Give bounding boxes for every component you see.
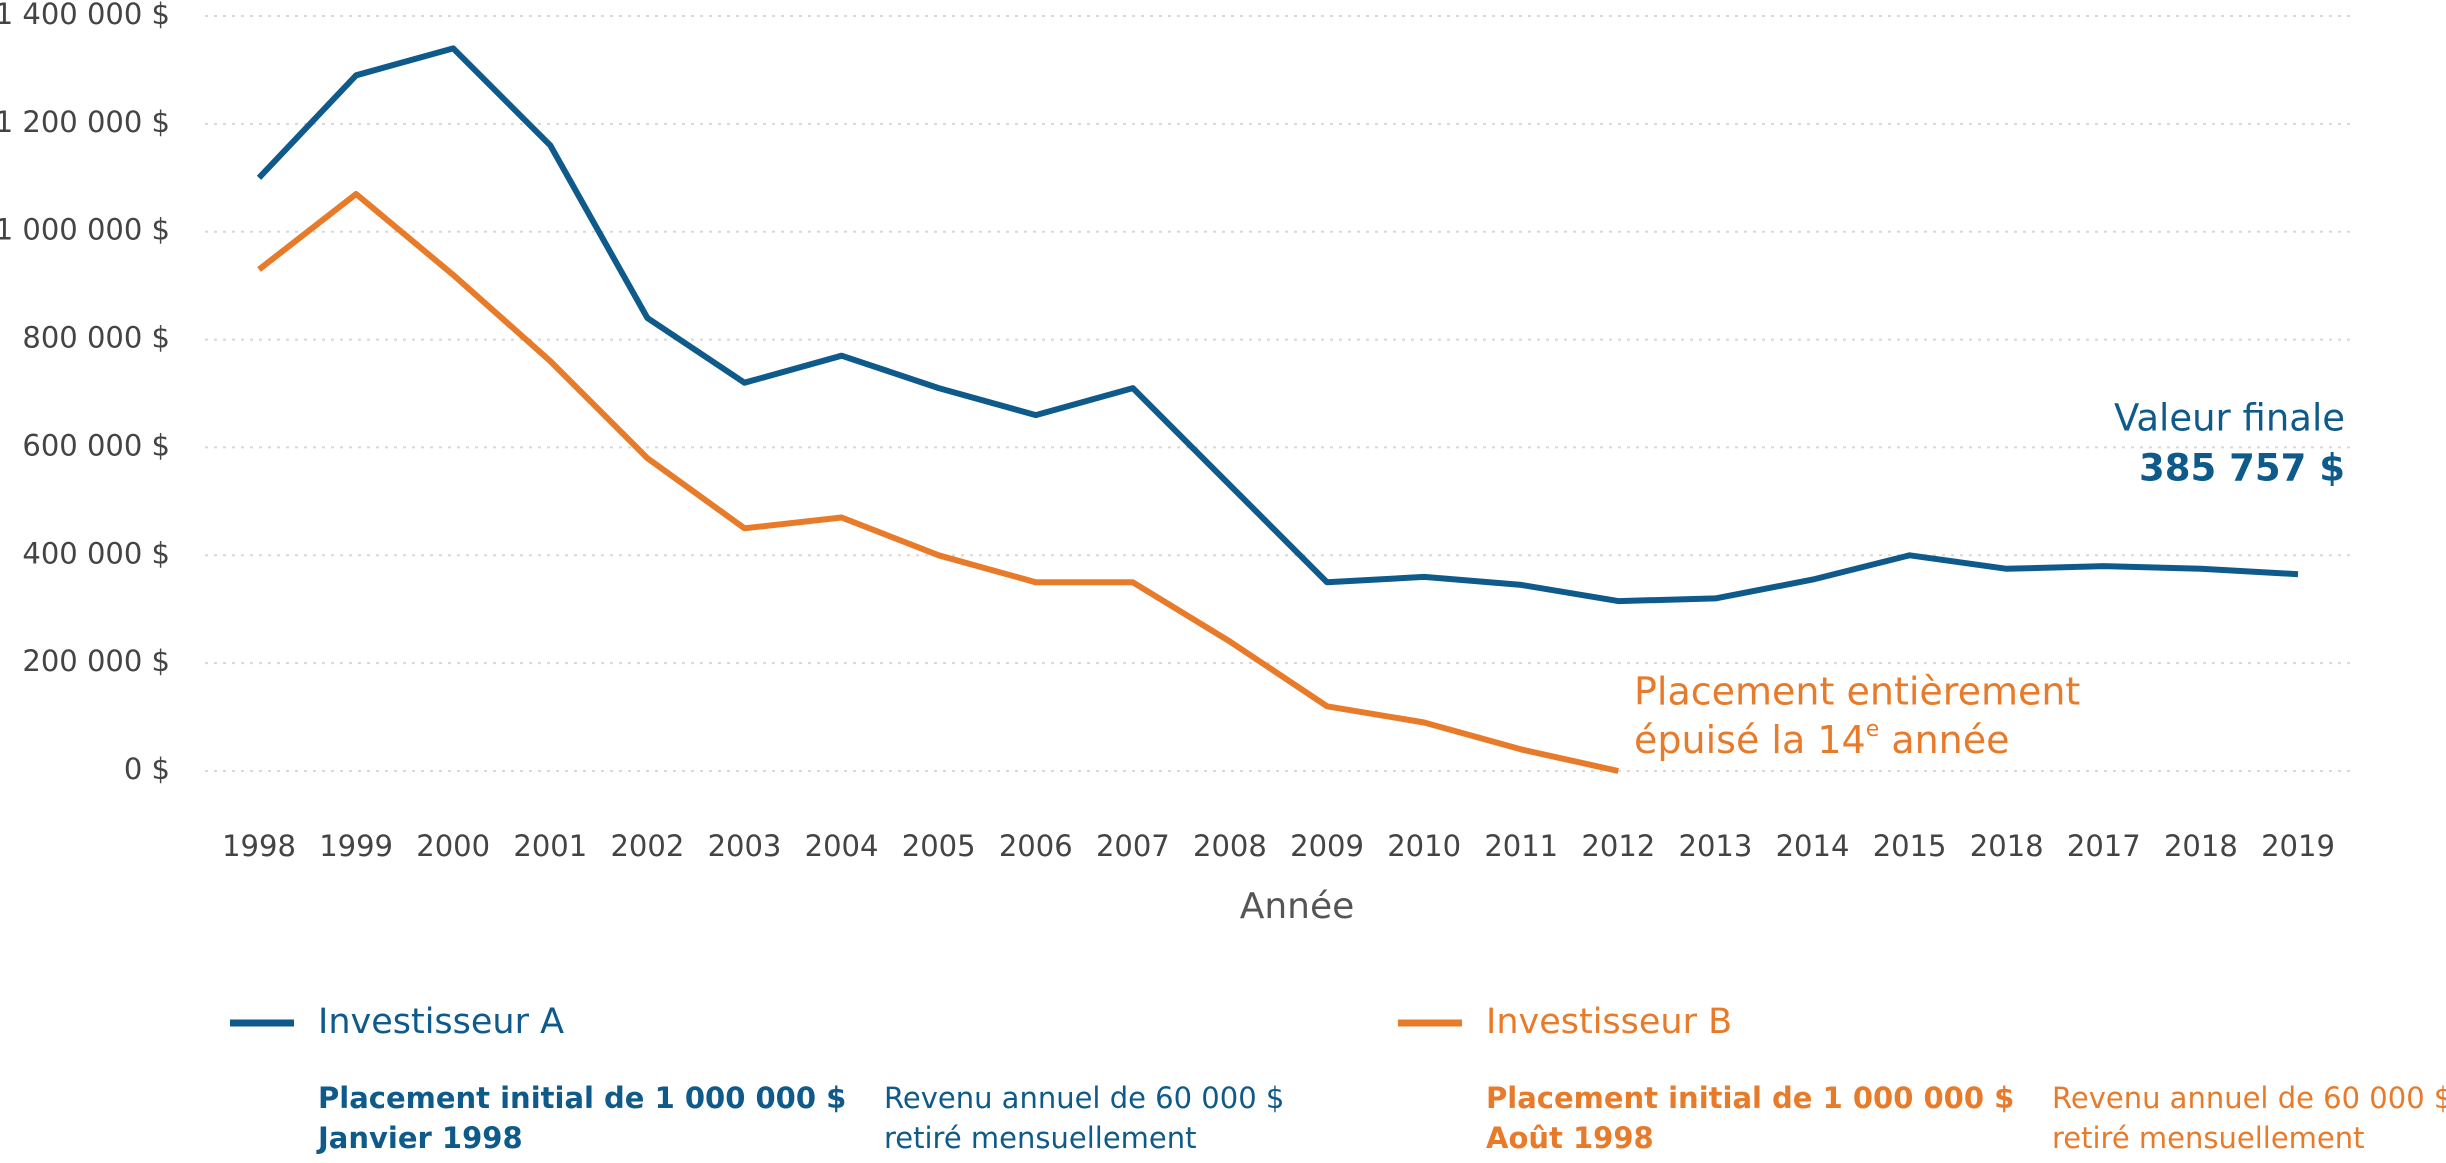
legend-detail: Janvier 1998 [316, 1121, 523, 1155]
x-tick-label: 2004 [805, 829, 879, 863]
x-tick-label: 2006 [999, 829, 1073, 863]
x-tick-label: 2002 [610, 829, 684, 863]
legend-detail: Revenu annuel de 60 000 $ [884, 1081, 1284, 1115]
y-tick-label: 200 000 $ [22, 644, 170, 678]
x-tick-label: 2005 [902, 829, 976, 863]
series-line [256, 45, 2299, 605]
x-tick-label: 2009 [1290, 829, 1364, 863]
y-tick-label: 400 000 $ [22, 536, 170, 570]
legend-detail: Placement initial de 1 000 000 $ [318, 1081, 846, 1115]
annotation: Placement entièrement [1634, 670, 2080, 714]
x-tick-label: 2000 [416, 829, 490, 863]
x-tick-label: 2019 [2261, 829, 2335, 863]
x-tick-label: 2012 [1581, 829, 1655, 863]
legend-label: Investisseur A [318, 1002, 564, 1042]
x-tick-label: 2007 [1096, 829, 1170, 863]
x-tick-label: 2001 [513, 829, 587, 863]
legend-detail: Août 1998 [1486, 1121, 1654, 1155]
annotation-part: année [1879, 718, 2009, 762]
x-axis-label: Année [1240, 886, 1355, 927]
y-tick-label: 800 000 $ [22, 321, 170, 355]
y-tick-label: 600 000 $ [22, 428, 170, 462]
y-tick-label: 0 $ [124, 752, 170, 786]
y-tick-label: 1 400 000 $ [0, 0, 170, 31]
legend-label: Investisseur B [1486, 1002, 1732, 1042]
annotation: épuisé la 14e année [1634, 717, 2010, 762]
x-tick-label: 2017 [2067, 829, 2141, 863]
series-line [257, 191, 1619, 774]
legend-detail: retiré mensuellement [2052, 1121, 2365, 1155]
x-tick-label: 2018 [2164, 829, 2238, 863]
legend-detail: Placement initial de 1 000 000 $ [1486, 1081, 2014, 1115]
legend-detail: retiré mensuellement [884, 1121, 1197, 1155]
x-tick-label: 1999 [319, 829, 393, 863]
legend-detail: Revenu annuel de 60 000 $ [2052, 1081, 2446, 1115]
annotation: Valeur finale [2114, 397, 2345, 440]
x-tick-label: 2010 [1387, 829, 1461, 863]
x-tick-label: 2008 [1193, 829, 1267, 863]
annotation-sup: e [1866, 717, 1880, 742]
annotation-part: épuisé la 14 [1634, 718, 1866, 762]
x-tick-label: 2014 [1776, 829, 1850, 863]
x-tick-label: 2003 [708, 829, 782, 863]
annotation: 385 757 $ [2139, 447, 2345, 490]
y-tick-label: 1 000 000 $ [0, 213, 170, 247]
x-tick-label: 1998 [222, 829, 296, 863]
x-tick-label: 2011 [1484, 829, 1558, 863]
x-tick-label: 2018 [1970, 829, 2044, 863]
x-tick-label: 2013 [1679, 829, 1753, 863]
y-tick-label: 1 200 000 $ [0, 105, 170, 139]
x-tick-label: 2015 [1873, 829, 1947, 863]
